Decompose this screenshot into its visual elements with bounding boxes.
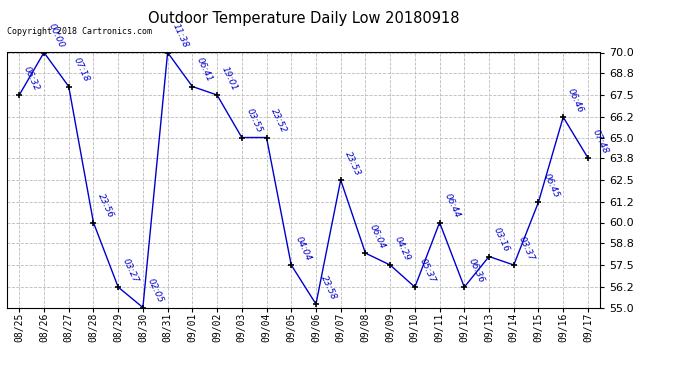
Text: 23:52: 23:52	[269, 107, 288, 135]
Text: 11:38: 11:38	[170, 22, 190, 50]
Text: 04:29: 04:29	[393, 235, 412, 262]
Text: 06:36: 06:36	[467, 257, 486, 284]
Text: 03:37: 03:37	[517, 235, 535, 262]
Text: 07:48: 07:48	[591, 128, 610, 155]
Text: 02:05: 02:05	[146, 278, 165, 305]
Text: 23:53: 23:53	[344, 150, 363, 177]
Text: 03:16: 03:16	[492, 226, 511, 254]
Text: 06:44: 06:44	[442, 192, 462, 220]
Text: 00:00: 00:00	[47, 22, 66, 50]
Text: 23:56: 23:56	[96, 192, 115, 220]
Text: 05:37: 05:37	[417, 257, 437, 284]
Text: 03:55: 03:55	[244, 107, 264, 135]
Text: 06:41: 06:41	[195, 56, 215, 84]
Text: 06:45: 06:45	[541, 172, 560, 200]
Text: Copyright 2018 Cartronics.com: Copyright 2018 Cartronics.com	[7, 27, 152, 36]
Text: 19:01: 19:01	[220, 65, 239, 92]
Text: 07:18: 07:18	[72, 56, 90, 84]
Text: 04:04: 04:04	[294, 235, 313, 262]
Text: Outdoor Temperature Daily Low 20180918: Outdoor Temperature Daily Low 20180918	[148, 11, 460, 26]
Text: 06:04: 06:04	[368, 223, 387, 251]
Text: 03:27: 03:27	[121, 257, 140, 284]
Text: 23:58: 23:58	[319, 274, 338, 302]
Text: 06:46: 06:46	[566, 87, 585, 114]
Text: 06:32: 06:32	[22, 65, 41, 92]
